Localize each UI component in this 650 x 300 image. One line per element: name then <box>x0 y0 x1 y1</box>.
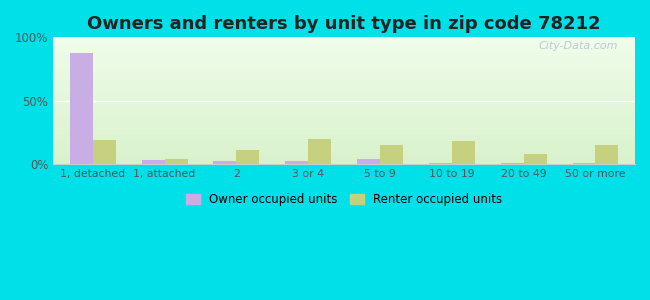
Bar <box>213 161 237 164</box>
Bar <box>237 150 259 164</box>
Legend: Owner occupied units, Renter occupied units: Owner occupied units, Renter occupied un… <box>181 189 507 211</box>
Bar <box>142 160 164 164</box>
Bar <box>524 154 547 164</box>
Title: Owners and renters by unit type in zip code 78212: Owners and renters by unit type in zip c… <box>87 15 601 33</box>
Bar <box>573 163 595 164</box>
Bar <box>452 141 475 164</box>
Bar <box>595 145 619 164</box>
Bar <box>285 161 308 164</box>
Bar <box>429 163 452 164</box>
Bar <box>500 163 524 164</box>
Bar <box>380 145 403 164</box>
Text: City-Data.com: City-Data.com <box>538 41 617 51</box>
Bar <box>308 139 332 164</box>
Bar <box>70 52 93 164</box>
Bar <box>164 159 188 164</box>
Bar <box>357 159 380 164</box>
Bar <box>93 140 116 164</box>
